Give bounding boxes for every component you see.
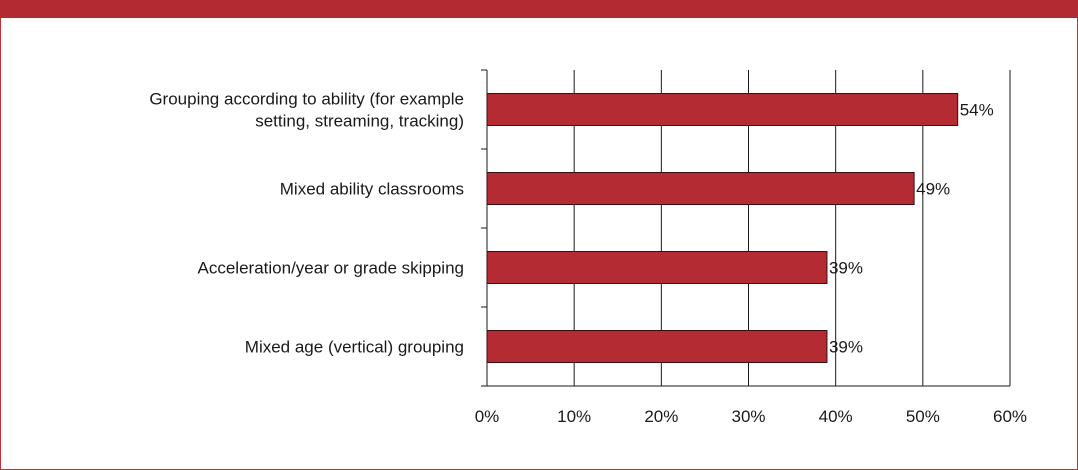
bar-3 [486, 330, 828, 363]
bars [486, 93, 959, 363]
x-tick-label-3: 30% [731, 407, 765, 426]
category-label-3-0: Mixed age (vertical) grouping [245, 338, 464, 357]
x-tick-label-0: 0% [475, 407, 500, 426]
value-label-3: 39% [829, 338, 863, 357]
category-label-0-1: setting, streaming, tracking) [255, 112, 464, 131]
value-label-0: 54% [960, 101, 994, 120]
bar-0 [486, 93, 959, 126]
bar-2 [486, 251, 828, 284]
x-tick-label-2: 20% [644, 407, 678, 426]
axis [481, 69, 1010, 387]
labels: 0% 10% 20% 30% 40% 50% 60% 54% Grouping accordin… [149, 90, 1027, 427]
header-bar [0, 0, 1078, 18]
category-label-1-0: Mixed ability classrooms [280, 180, 464, 199]
bar-1 [486, 172, 915, 205]
category-label-0-0: Grouping according to ability (for examp… [149, 90, 464, 109]
category-label-2-0: Acceleration/year or grade skipping [198, 259, 464, 278]
value-label-1: 49% [916, 180, 950, 199]
x-tick-label-5: 50% [906, 407, 940, 426]
x-tick-label-1: 10% [557, 407, 591, 426]
value-label-2: 39% [829, 259, 863, 278]
x-tick-label-6: 60% [993, 407, 1027, 426]
x-tick-label-4: 40% [819, 407, 853, 426]
